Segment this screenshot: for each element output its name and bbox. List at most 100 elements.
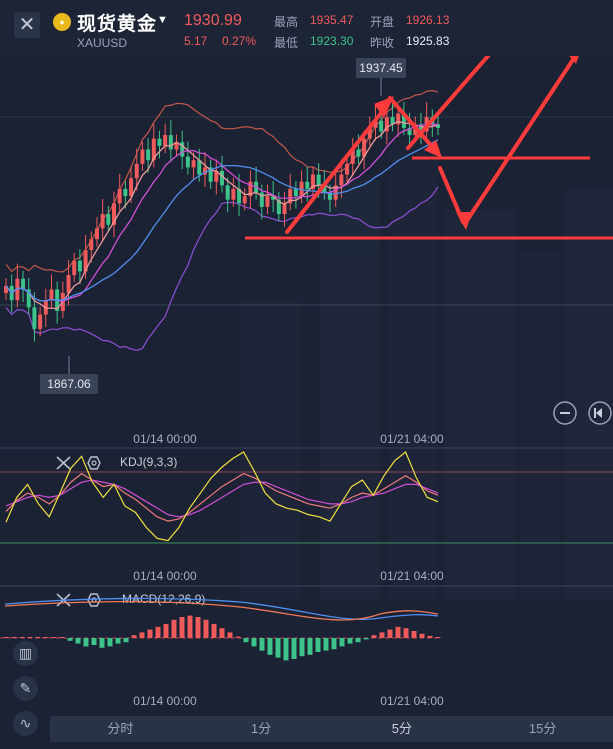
- gold-coin-icon: ●: [53, 13, 71, 31]
- macd-bar: [259, 638, 265, 651]
- candle: [15, 278, 20, 301]
- macd-bar: [67, 638, 73, 641]
- price-change: 5.17: [184, 34, 208, 48]
- candle: [72, 260, 77, 276]
- candles-icon[interactable]: ▥: [13, 641, 38, 666]
- trend-arrows[interactable]: [285, 56, 578, 234]
- candle: [367, 127, 372, 139]
- candle: [4, 285, 8, 294]
- moving-average-line: [5, 120, 439, 310]
- x-tick-label: 01/14 00:00: [133, 432, 197, 446]
- candle: [77, 260, 82, 272]
- candle: [322, 185, 327, 193]
- prev-close-label: 昨收: [370, 36, 395, 50]
- candle: [21, 278, 26, 290]
- candle: [350, 149, 355, 164]
- macd-bar: [283, 638, 289, 661]
- candle: [49, 289, 54, 301]
- macd-bar: [203, 619, 209, 638]
- tab-timeshare[interactable]: 分时: [107, 721, 134, 736]
- macd-bar: [387, 629, 393, 638]
- min-price-marker: 1867.06: [40, 356, 98, 394]
- candle: [191, 160, 196, 168]
- macd-bar: [35, 637, 41, 638]
- prev-close-value: 1925.83: [406, 34, 450, 48]
- macd-bar: [211, 624, 217, 638]
- candle: [316, 174, 321, 186]
- candle: [362, 138, 367, 157]
- candle: [134, 163, 139, 179]
- min-price-label: 1867.06: [47, 377, 91, 391]
- candle: [305, 181, 310, 189]
- candle: [333, 185, 338, 200]
- macd-bar: [139, 632, 145, 638]
- background-skyline: [240, 140, 613, 600]
- macd-bar: [419, 633, 425, 638]
- macd-bar: [155, 626, 161, 638]
- candle: [140, 149, 145, 164]
- candle: [237, 188, 242, 204]
- close-icon[interactable]: ✕: [14, 12, 40, 38]
- arrow-heads: [374, 56, 579, 230]
- instrument-symbol: XAUUSD: [77, 36, 128, 50]
- arrow-up-left: [285, 106, 387, 234]
- candle: [117, 188, 122, 204]
- zoom-out-button[interactable]: [553, 401, 577, 425]
- moving-averages: [5, 120, 439, 310]
- low-value: 1923.30: [310, 34, 354, 48]
- candle: [231, 188, 236, 200]
- candle: [106, 214, 111, 225]
- price-chart[interactable]: 1937.45 1867.06 01/14 00:00 01/21 04:00: [0, 56, 613, 749]
- candle: [259, 192, 264, 207]
- kdj-title: KDJ(9,3,3): [120, 455, 177, 469]
- candle: [242, 196, 247, 204]
- candle: [396, 113, 401, 125]
- max-price-marker: 1937.45: [356, 58, 406, 96]
- macd-bar: [123, 638, 129, 643]
- support-resistance-lines[interactable]: [245, 156, 613, 240]
- macd-settings-icon[interactable]: [87, 593, 101, 607]
- macd-bar: [235, 636, 241, 638]
- candle: [157, 138, 162, 146]
- tab-5min[interactable]: 5分: [391, 721, 412, 736]
- open-value: 1926.13: [406, 13, 450, 27]
- tab-15min[interactable]: 15分: [528, 721, 557, 736]
- jump-to-latest-button[interactable]: [588, 401, 612, 425]
- macd-bar: [355, 638, 361, 643]
- macd-bar: [27, 637, 33, 638]
- tab-1min[interactable]: 1分: [251, 721, 272, 736]
- macd-bar: [435, 637, 441, 638]
- macd-bar: [339, 638, 345, 647]
- kdj-settings-icon[interactable]: [87, 456, 101, 470]
- kdj-close-icon[interactable]: [56, 456, 71, 470]
- candle: [197, 160, 202, 175]
- candle: [339, 174, 344, 186]
- instrument-title[interactable]: 现货黄金: [77, 14, 158, 35]
- macd-bar: [171, 619, 177, 638]
- macd-bar: [403, 628, 409, 638]
- candle: [328, 192, 332, 200]
- macd-bar: [411, 631, 417, 638]
- candle: [185, 156, 190, 168]
- candle: [379, 120, 384, 132]
- candle: [384, 117, 389, 132]
- candle: [168, 135, 173, 150]
- candle: [282, 203, 287, 215]
- candle: [265, 196, 270, 207]
- low-label: 最低: [274, 36, 299, 50]
- macd-bar: [83, 638, 89, 647]
- header: ✕ ● 现货黄金 ▼ XAUUSD 1930.99 5.17 0.27% 最高 …: [0, 0, 613, 56]
- candle: [288, 188, 293, 204]
- indicator-icon[interactable]: ∿: [13, 711, 38, 736]
- macd-bar: [267, 638, 273, 655]
- pen-icon[interactable]: ✎: [13, 676, 38, 701]
- macd-bar: [75, 638, 81, 644]
- macd-bar: [315, 638, 321, 652]
- macd-bar: [371, 635, 377, 638]
- macd-bar: [179, 617, 185, 638]
- chevron-down-icon[interactable]: ▼: [157, 14, 168, 26]
- macd-bar: [331, 638, 337, 650]
- candle: [356, 149, 361, 157]
- candle: [174, 142, 179, 150]
- macd-bar: [379, 632, 385, 638]
